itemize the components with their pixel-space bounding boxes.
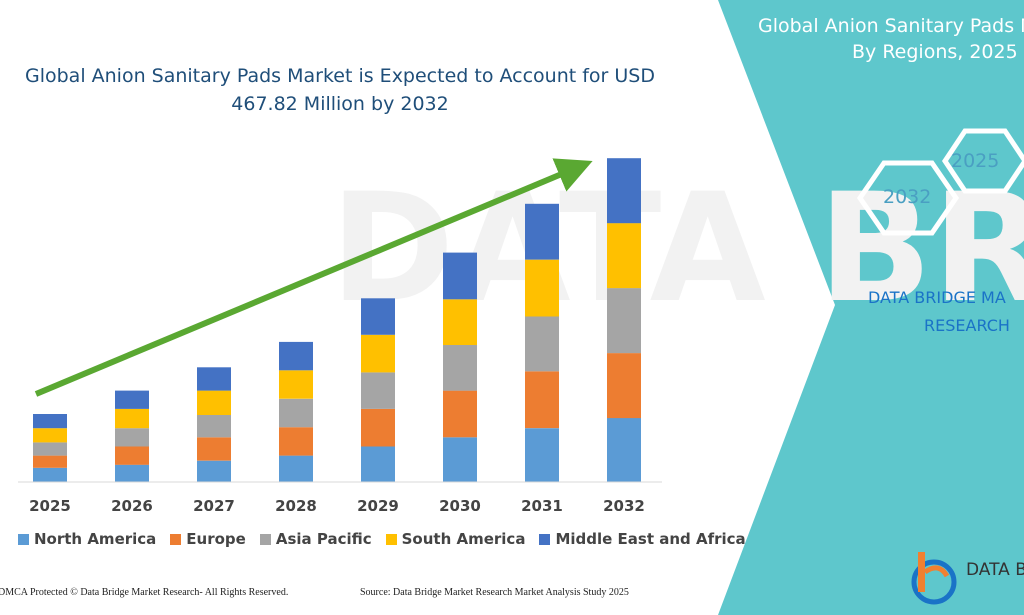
x-tick-label: 2028	[275, 497, 317, 515]
bar-2028-series-0	[279, 455, 313, 482]
bar-2030-series-4	[443, 252, 477, 300]
legend-swatch	[170, 533, 182, 545]
bar-2031-series-3	[525, 259, 559, 317]
bar-2032-series-2	[607, 288, 641, 354]
brand-line1: DATA BRIDGE MA	[868, 288, 1006, 307]
legend: North America Europe Asia Pacific South Ame…	[18, 530, 746, 548]
panel-title-line2: By Regions, 2025 t	[852, 41, 1024, 63]
x-tick-label: 2027	[193, 497, 235, 515]
hex-label-start: 2025	[951, 150, 1000, 172]
bar-2027-series-1	[197, 437, 231, 461]
bar-2027-series-0	[197, 460, 231, 482]
bar-2029-series-2	[361, 372, 395, 409]
x-tick-label: 2029	[357, 497, 399, 515]
logo-text: DATA B	[966, 560, 1024, 580]
bar-2032-series-1	[607, 353, 641, 419]
hexagon-2032	[856, 160, 960, 236]
bar-2028-series-1	[279, 427, 313, 456]
bar-2026-series-2	[115, 428, 149, 447]
bar-2029-series-4	[361, 298, 395, 335]
legend-item: South America	[385, 530, 526, 548]
footer-copyright: DMCA Protected © Data Bridge Market Rese…	[0, 587, 289, 598]
bar-2025-series-1	[33, 455, 67, 468]
bar-2026-series-3	[115, 408, 149, 429]
legend-label: South America	[401, 530, 526, 548]
hex-label-end: 2032	[883, 186, 932, 208]
bar-2029-series-1	[361, 408, 395, 447]
legend-swatch	[18, 533, 29, 545]
x-tick-label: 2025	[29, 497, 71, 515]
bar-2025-series-2	[33, 442, 67, 456]
logo-icon	[911, 552, 957, 605]
bar-2032-series-0	[607, 418, 641, 482]
bar-2030-series-1	[443, 390, 477, 438]
bar-2027-series-2	[197, 415, 231, 438]
legend-item: Asia Pacific	[259, 530, 372, 548]
bar-2032-series-4	[607, 158, 641, 224]
growth-arrow	[34, 158, 593, 397]
legend-label: Europe	[186, 530, 246, 548]
legend-swatch	[539, 533, 551, 545]
bar-2031-series-4	[525, 203, 559, 260]
legend-swatch	[259, 533, 271, 545]
bar-2029-series-3	[361, 334, 395, 373]
bar-2030-series-2	[443, 345, 477, 391]
brand-text: DATA BRIDGE MA RESEARCH	[868, 284, 1024, 340]
panel-title-line1: Global Anion Sanitary Pads M	[758, 15, 1024, 37]
legend-label: North America	[34, 530, 157, 548]
legend-label: Asia Pacific	[275, 530, 372, 548]
panel-title: Global Anion Sanitary Pads M By Regions,…	[740, 13, 1024, 65]
bar-2027-series-4	[197, 367, 231, 391]
bar-2028-series-4	[279, 341, 313, 371]
bar-2030-series-0	[443, 437, 477, 482]
legend-label: Middle East and Africa	[555, 530, 746, 548]
bar-2031-series-0	[525, 428, 559, 482]
bar-2026-series-1	[115, 446, 149, 465]
bar-2028-series-2	[279, 398, 313, 428]
legend-item: Middle East and Africa	[539, 530, 746, 548]
legend-item: Europe	[170, 530, 246, 548]
bar-2031-series-1	[525, 371, 559, 429]
x-tick-label: 2030	[439, 497, 481, 515]
bar-2025-series-4	[33, 414, 67, 429]
bar-2026-series-4	[115, 390, 149, 409]
x-tick-label: 2026	[111, 497, 153, 515]
bar-2025-series-0	[33, 467, 67, 482]
x-tick-label: 2032	[603, 497, 645, 515]
bar-2028-series-3	[279, 370, 313, 399]
legend-swatch	[385, 533, 397, 545]
x-tick-label: 2031	[521, 497, 563, 515]
bar-2027-series-3	[197, 390, 231, 415]
bar-2031-series-2	[525, 316, 559, 372]
hexagon-2025	[941, 128, 1024, 194]
legend-item: North America	[18, 530, 156, 548]
bar-2025-series-3	[33, 428, 67, 443]
brand-line2: RESEARCH	[924, 316, 1010, 335]
bar-2032-series-3	[607, 223, 641, 289]
bar-2026-series-0	[115, 464, 149, 482]
footer-source: Source: Data Bridge Market Research Mark…	[360, 587, 629, 598]
bar-2029-series-0	[361, 446, 395, 482]
bar-2030-series-3	[443, 299, 477, 345]
chart-title: Global Anion Sanitary Pads Market is Exp…	[24, 65, 655, 115]
